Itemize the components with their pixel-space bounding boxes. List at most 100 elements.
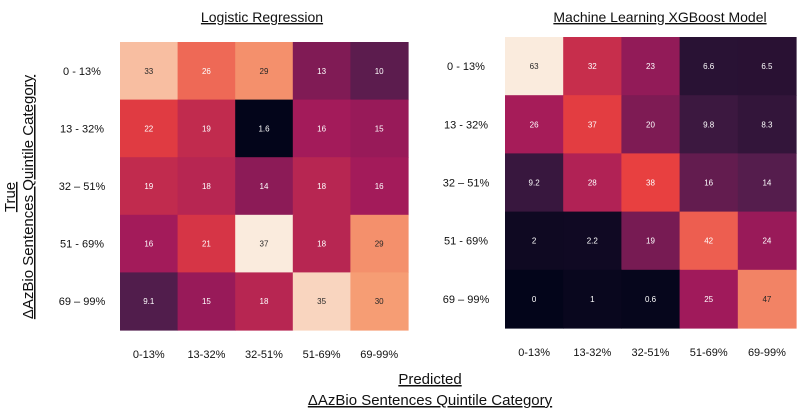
cell-value-label: 2 xyxy=(532,237,537,246)
cell-value-label: 9.2 xyxy=(529,179,541,188)
heatmap-cell xyxy=(679,37,739,96)
y-tick-label: 32 – 51% xyxy=(59,181,106,193)
x-tick-label: 32-51% xyxy=(632,347,670,359)
cell-value-label: 18 xyxy=(260,297,269,306)
cell-value-label: 20 xyxy=(646,120,655,129)
heatmap-cell xyxy=(120,157,179,216)
cell-value-label: 9.1 xyxy=(143,297,155,306)
heatmap-cell xyxy=(235,99,294,158)
heatmap-cell xyxy=(563,37,622,96)
heatmap-cell xyxy=(505,211,564,271)
cell-value-label: 19 xyxy=(646,237,655,246)
cell-value-label: 29 xyxy=(375,240,384,249)
heatmap-cell xyxy=(621,95,681,154)
heatmap-cell xyxy=(563,211,622,271)
cell-value-label: 14 xyxy=(762,179,771,188)
cell-value-label: 16 xyxy=(144,240,153,249)
heatmap-cell xyxy=(177,99,236,158)
cell-value-label: 1 xyxy=(590,295,595,304)
heatmap-cell xyxy=(737,269,797,329)
cell-value-label: 32 xyxy=(588,62,597,71)
cell-value-label: 33 xyxy=(144,67,153,76)
cell-value-label: 19 xyxy=(202,124,211,133)
heatmap-cell xyxy=(505,95,564,154)
heatmap-cell xyxy=(621,37,681,96)
heatmap-cell xyxy=(177,272,236,331)
heatmap-cell xyxy=(350,272,409,331)
heatmap-cell xyxy=(350,214,409,273)
y-axis-title-line2: ΔAzBio Sentences Quintile Category xyxy=(20,74,37,319)
cell-value-label: 16 xyxy=(317,124,326,133)
heatmap-cell xyxy=(737,37,797,96)
cell-value-label: 18 xyxy=(317,240,326,249)
cell-value-label: 13 xyxy=(317,67,326,76)
heatmap-cell xyxy=(292,157,351,216)
heatmap-cell xyxy=(621,211,681,271)
heatmap-cell xyxy=(120,99,179,158)
cell-value-label: 15 xyxy=(202,297,211,306)
cell-value-label: 26 xyxy=(202,67,211,76)
y-tick-label: 32 – 51% xyxy=(443,178,490,190)
heatmap-xgboost: 63 32 23 6.6 6.526 37 20 9.8 8.39.2 28 38 16 142 2.2 1… xyxy=(443,37,797,359)
x-tick-label: 0-13% xyxy=(133,349,165,361)
heatmap-cell xyxy=(292,99,351,158)
x-tick-label: 69-99% xyxy=(360,349,398,361)
cell-value-label: 35 xyxy=(317,297,326,306)
heatmap-cell xyxy=(737,95,797,154)
y-tick-label: 51 - 69% xyxy=(444,236,488,248)
x-tick-label: 0-13% xyxy=(518,347,550,359)
heatmap-cell xyxy=(235,157,294,216)
heatmap-cell xyxy=(292,272,351,331)
x-axis-title-line2: ΔAzBio Sentences Quintile Category xyxy=(308,392,553,409)
y-tick-label: 69 – 99% xyxy=(59,296,106,308)
cell-value-label: 18 xyxy=(202,182,211,191)
chart-title-right: Machine Learning XGBoost Model xyxy=(553,9,766,25)
cell-value-label: 30 xyxy=(375,297,384,306)
cell-value-label: 42 xyxy=(704,237,713,246)
cell-value-label: 29 xyxy=(260,67,269,76)
heatmap-logistic-regression: 33 26 29 13 10 22 19 1.6 16 15 19 18 14 18 16 16 21 37 18 2… xyxy=(59,42,409,361)
x-tick-label: 32-51% xyxy=(245,349,283,361)
heatmap-cell xyxy=(120,42,179,101)
cell-value-label: 21 xyxy=(202,240,211,249)
cell-value-label: 9.8 xyxy=(703,120,715,129)
x-tick-label: 69-99% xyxy=(748,347,786,359)
heatmap-cell xyxy=(235,214,294,273)
heatmap-cell xyxy=(737,211,797,271)
cell-value-label: 24 xyxy=(762,237,771,246)
cell-value-label: 0.6 xyxy=(645,295,657,304)
cell-value-label: 63 xyxy=(530,62,539,71)
heatmap-cell xyxy=(177,214,236,273)
heatmap-cell xyxy=(235,272,294,331)
heatmap-cell xyxy=(737,153,797,213)
heatmap-cell xyxy=(621,153,681,213)
heatmap-cell xyxy=(563,269,622,329)
y-tick-label: 69 – 99% xyxy=(443,294,490,306)
heatmap-cell xyxy=(350,99,409,158)
heatmap-cell xyxy=(563,95,622,154)
heatmap-cell xyxy=(235,42,294,101)
cell-value-label: 6.6 xyxy=(703,62,715,71)
heatmap-cell xyxy=(292,214,351,273)
y-axis-title: True ΔAzBio Sentences Quintile Category xyxy=(2,74,37,319)
cell-value-label: 25 xyxy=(704,295,713,304)
heatmap-cell xyxy=(350,42,409,101)
heatmap-cell xyxy=(679,153,739,213)
heatmap-cell xyxy=(679,211,739,271)
cell-value-label: 38 xyxy=(646,179,655,188)
heatmap-cell xyxy=(563,153,622,213)
heatmap-cell xyxy=(679,95,739,154)
cell-value-label: 0 xyxy=(532,295,537,304)
y-tick-label: 0 - 13% xyxy=(63,66,101,78)
x-axis-title-line1: Predicted xyxy=(398,371,461,388)
y-tick-label: 0 - 13% xyxy=(447,61,485,73)
heatmap-cell xyxy=(505,153,564,213)
heatmap-cell xyxy=(679,269,739,329)
heatmap-cell xyxy=(177,42,236,101)
x-tick-label: 13-32% xyxy=(187,349,225,361)
chart-title-left: Logistic Regression xyxy=(201,9,323,25)
cell-value-label: 18 xyxy=(317,182,326,191)
y-tick-label: 51 - 69% xyxy=(60,239,104,251)
heatmap-cell xyxy=(621,269,681,329)
